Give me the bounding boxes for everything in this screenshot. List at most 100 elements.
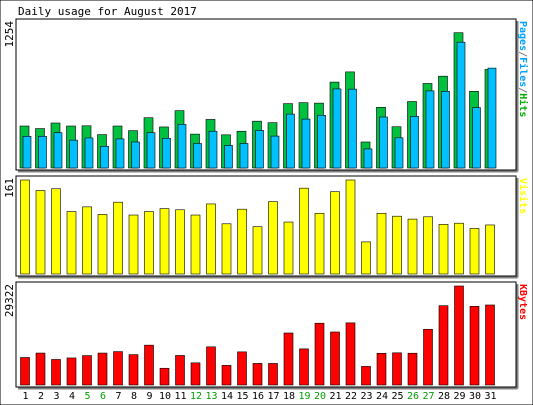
bar-kbytes-day-25	[392, 352, 402, 386]
bar-files-day-18	[286, 113, 295, 169]
bar-files-day-24	[379, 116, 388, 169]
x-tick-label: 5	[84, 391, 90, 402]
bar-files-day-23	[363, 148, 373, 169]
x-tick-label: 13	[205, 391, 217, 402]
x-tick-label: 29	[453, 391, 465, 402]
x-tick-label: 9	[146, 391, 152, 402]
legend-text: KBytes	[517, 284, 528, 320]
bar-kbytes-day-29	[454, 285, 464, 386]
legend-entry-0: Visits	[517, 178, 529, 214]
bar-visits-day-25	[392, 215, 402, 275]
bar-kbytes-day-21	[330, 331, 340, 386]
bar-files-day-30	[472, 107, 481, 169]
bar-files-day-8	[131, 141, 140, 169]
legend-entry-3: /	[517, 87, 528, 93]
bar-kbytes-day-30	[469, 306, 480, 386]
bar-kbytes-day-19	[299, 348, 309, 386]
bar-visits-day-26	[407, 218, 418, 275]
kbytes-panel: 29322 KBytes	[3, 281, 528, 390]
bar-files-day-16	[255, 130, 264, 169]
bar-visits-day-3	[51, 188, 61, 275]
bar-visits-day-4	[66, 211, 77, 275]
bar-kbytes-day-10	[159, 367, 170, 386]
bar-visits-day-17	[268, 201, 278, 275]
bar-files-day-17	[270, 135, 280, 169]
x-tick-label: 22	[345, 391, 357, 402]
chart-title: Daily usage for August 2017	[18, 5, 197, 18]
legend-entry-2: Files	[517, 57, 529, 87]
x-tick-label: 18	[283, 391, 295, 402]
legend-text: Pages/Files/Hits	[517, 21, 529, 117]
x-tick-label: 28	[438, 391, 450, 402]
bar-files-day-9	[146, 132, 156, 169]
bar-kbytes-day-17	[268, 363, 278, 386]
bar-files-day-28	[441, 91, 450, 169]
bar-kbytes-day-11	[175, 355, 185, 386]
bar-visits-day-10	[159, 208, 170, 275]
bar-visits-day-29	[454, 222, 464, 275]
x-tick-label: 15	[236, 391, 248, 402]
x-tick-label: 31	[484, 391, 496, 402]
x-tick-label: 1	[22, 391, 28, 402]
hits-panel: 1254 Pages/Files/Hits	[3, 18, 529, 173]
bar-visits-day-22	[345, 179, 356, 275]
bar-kbytes-day-27	[423, 328, 433, 386]
bar-visits-day-1	[20, 179, 30, 275]
y-max-label: 29322	[3, 284, 16, 317]
bar-kbytes-day-12	[190, 362, 201, 386]
bar-kbytes-day-24	[376, 352, 387, 386]
legend-entry-1: /	[517, 51, 528, 57]
bar-files-day-19	[301, 118, 311, 169]
bar-files-day-6	[100, 145, 109, 169]
bar-files-day-31	[487, 67, 497, 169]
bar-kbytes-day-28	[438, 305, 449, 386]
x-tick-label: 4	[69, 391, 75, 402]
bar-kbytes-day-3	[51, 359, 61, 386]
bar-files-day-3	[53, 132, 63, 169]
x-tick-label: 3	[53, 391, 59, 402]
bar-visits-day-19	[299, 187, 309, 275]
bar-group	[19, 32, 497, 169]
bar-files-day-7	[115, 138, 125, 169]
bar-files-day-21	[332, 88, 342, 169]
bar-visits-day-31	[485, 224, 495, 275]
bar-group	[20, 285, 495, 386]
bar-visits-day-7	[113, 201, 123, 275]
bar-files-day-27	[425, 90, 435, 169]
bar-files-day-2	[38, 136, 47, 169]
bar-kbytes-day-6	[97, 352, 108, 386]
bar-files-day-1	[22, 136, 32, 169]
bar-visits-day-5	[82, 206, 92, 275]
x-tick-label: 25	[391, 391, 403, 402]
bar-visits-day-27	[423, 216, 433, 275]
x-tick-label: 30	[469, 391, 481, 402]
bar-files-day-5	[84, 137, 94, 169]
legend-entry-0: Pages	[517, 21, 528, 51]
bar-kbytes-day-13	[206, 346, 216, 386]
bar-kbytes-day-16	[252, 363, 263, 386]
x-tick-label: 11	[174, 391, 186, 402]
bar-files-day-14	[224, 145, 233, 169]
bar-visits-day-2	[35, 190, 46, 275]
bar-files-day-22	[348, 88, 357, 169]
x-tick-label: 17	[267, 391, 279, 402]
legend-text: Visits	[517, 178, 529, 214]
bar-files-day-11	[177, 124, 187, 169]
x-tick-label: 12	[190, 391, 202, 402]
x-tick-label: 6	[100, 391, 106, 402]
x-tick-label: 8	[131, 391, 137, 402]
bar-files-day-29	[456, 41, 466, 169]
bar-visits-day-30	[469, 228, 480, 275]
bar-group	[20, 179, 495, 275]
x-tick-label: 27	[422, 391, 434, 402]
bar-kbytes-day-9	[144, 344, 154, 386]
bar-files-day-25	[394, 137, 404, 169]
bar-visits-day-16	[252, 226, 263, 275]
bar-kbytes-day-5	[82, 355, 92, 386]
bar-files-day-4	[69, 139, 78, 169]
bar-kbytes-day-14	[221, 365, 232, 386]
bar-visits-day-8	[128, 214, 139, 275]
bar-kbytes-day-1	[20, 357, 30, 386]
bar-visits-day-12	[190, 214, 201, 275]
